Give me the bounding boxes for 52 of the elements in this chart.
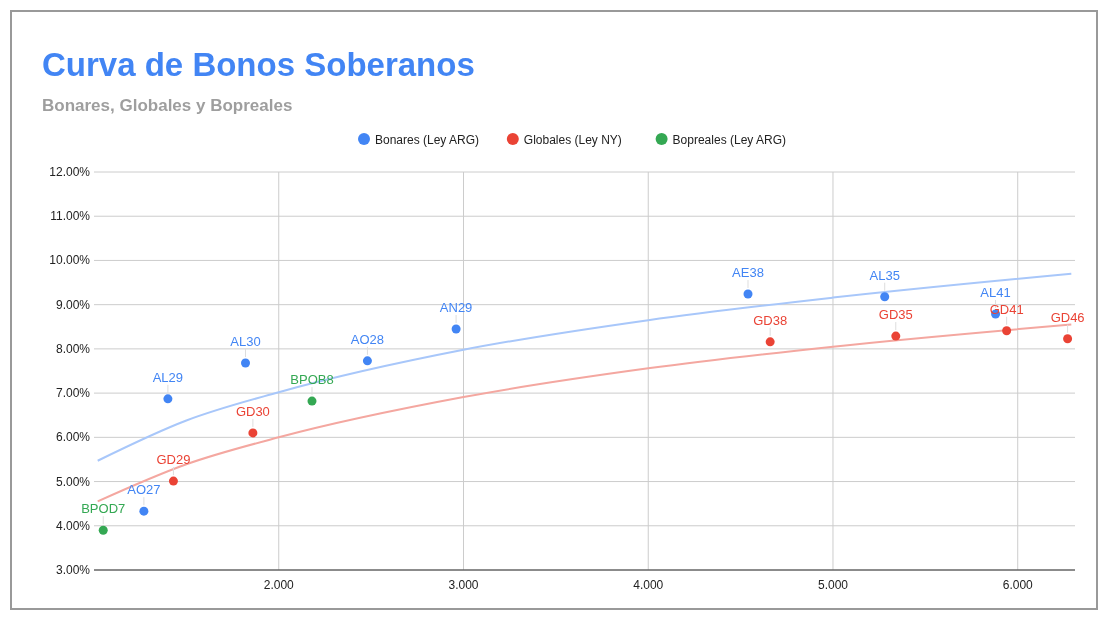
- x-tick-label: 6.000: [1002, 578, 1034, 592]
- y-tick-label: 11.00%: [50, 209, 91, 224]
- point: [451, 324, 461, 334]
- data-label: GD46: [1050, 309, 1085, 325]
- data-label: AO28: [350, 331, 385, 347]
- line-series: [96, 323, 1073, 503]
- y-tick-label: 4.00%: [55, 518, 91, 533]
- x-tick-label: 2.000: [263, 578, 295, 592]
- data-label: GD38: [753, 312, 788, 328]
- y-tick-label: 6.00%: [55, 430, 91, 445]
- y-tick-label: 7.00%: [55, 386, 91, 401]
- data-label: BPOB8: [290, 372, 334, 388]
- point: [163, 394, 173, 404]
- point: [765, 337, 775, 347]
- data-label: GD30: [235, 403, 270, 419]
- point: [1063, 334, 1073, 344]
- point: [98, 525, 108, 535]
- point: [139, 506, 149, 516]
- data-label: GD29: [156, 452, 191, 468]
- data-label: AN29: [439, 299, 473, 315]
- data-label: AL30: [230, 334, 261, 350]
- data-label: AL29: [152, 369, 184, 385]
- x-tick-label: 5.000: [817, 578, 849, 592]
- chart-subtitle: Bonares, Globales y Bopreales: [42, 96, 293, 115]
- x-tick-label: 3.000: [448, 578, 479, 592]
- data-label: GD41: [989, 301, 1024, 317]
- data-label: AE38: [732, 265, 764, 281]
- point: [362, 356, 372, 366]
- point: [1002, 326, 1012, 336]
- point: [248, 428, 258, 438]
- point: [743, 289, 753, 299]
- y-tick-label: 9.00%: [55, 297, 91, 312]
- point: [880, 292, 890, 302]
- data-label: BPOD7: [81, 501, 126, 517]
- point: [891, 331, 901, 341]
- data-label: AL41: [980, 284, 1011, 300]
- point: [240, 358, 250, 368]
- data-label: GD35: [878, 307, 913, 323]
- legend-label: Globales (Ley NY): [523, 132, 622, 147]
- y-tick-label: 10.00%: [49, 253, 91, 268]
- point: [307, 396, 317, 406]
- x-tick-label: 4.000: [633, 578, 664, 592]
- data-label: AL35: [869, 267, 900, 283]
- legend-label: Bonares (Ley ARG): [375, 132, 480, 147]
- y-tick-label: 5.00%: [55, 474, 91, 489]
- y-tick-label: 12.00%: [49, 165, 91, 179]
- point: [168, 476, 178, 486]
- data-label: AO27: [127, 482, 161, 498]
- chart-title: Curva de Bonos Soberanos: [42, 46, 475, 83]
- y-tick-label: 8.00%: [55, 341, 91, 356]
- y-tick-label: 3.00%: [55, 563, 91, 577]
- legend-label: Bopreales (Ley ARG): [672, 132, 786, 147]
